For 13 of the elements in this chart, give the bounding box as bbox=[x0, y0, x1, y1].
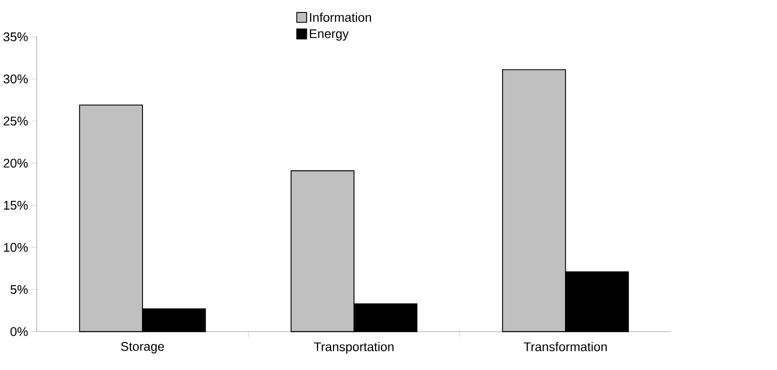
y-tick-label: 5% bbox=[10, 284, 28, 294]
y-tick-label: 25% bbox=[4, 116, 28, 126]
y-tick-label: 15% bbox=[4, 200, 28, 210]
y-tick-label: 20% bbox=[4, 158, 28, 168]
y-tick-label: 35% bbox=[3, 32, 28, 42]
y-tick-label: 30% bbox=[3, 74, 28, 84]
x-tick-label: Transportation bbox=[314, 342, 394, 354]
x-tick-label: Transformation bbox=[524, 342, 607, 352]
y-tick-label: 10% bbox=[4, 242, 28, 252]
x-tick-label: Storage bbox=[121, 342, 164, 354]
y-tick-label: 0% bbox=[10, 327, 28, 336]
legend-label: Energy bbox=[310, 29, 349, 41]
legend-label: Information bbox=[310, 12, 372, 22]
